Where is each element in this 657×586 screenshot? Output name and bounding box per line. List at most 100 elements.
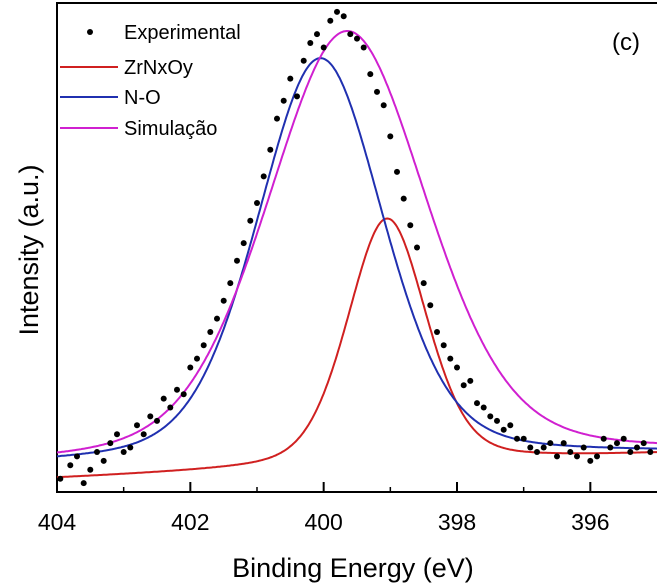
plot-frame [56, 2, 657, 493]
experimental-point [394, 168, 400, 175]
experimental-point [507, 422, 514, 429]
experimental-points-layer [57, 8, 654, 487]
legend: Experimental ZrNxOy N-O Simulação [60, 22, 241, 140]
experimental-point [547, 440, 554, 447]
experimental-point [100, 457, 107, 464]
experimental-point [254, 200, 260, 206]
experimental-point [154, 417, 160, 424]
experimental-point [220, 297, 227, 304]
x-axis: 404 402 400 398 396 [38, 482, 610, 535]
experimental-point [387, 133, 394, 140]
experimental-point [127, 444, 134, 451]
experimental-point [340, 13, 347, 20]
experimental-point [94, 449, 100, 455]
experimental-point [180, 391, 187, 398]
experimental-point [240, 240, 247, 247]
experimental-point [80, 480, 87, 487]
experimental-point [167, 404, 174, 411]
x-tick-label-398: 398 [438, 509, 476, 535]
experimental-point [607, 444, 614, 451]
experimental-point [527, 444, 534, 451]
experimental-point [620, 435, 627, 442]
experimental-point [640, 440, 647, 447]
experimental-point [327, 17, 334, 24]
experimental-point [447, 355, 454, 362]
experimental-point [400, 195, 407, 202]
experimental-point [427, 302, 434, 309]
experimental-point [140, 431, 147, 438]
experimental-point [634, 444, 640, 451]
experimental-point [380, 102, 387, 109]
experimental-point [107, 440, 114, 447]
experimental-point [247, 217, 254, 224]
experimental-point [440, 342, 447, 349]
experimental-point [414, 244, 420, 251]
experimental-point [120, 449, 127, 455]
experimental-point [520, 435, 527, 442]
experimental-point [574, 453, 580, 460]
experimental-point [614, 440, 620, 447]
experimental-point [320, 44, 327, 51]
experimental-point [474, 400, 480, 407]
experimental-point [567, 449, 574, 455]
experimental-point [514, 435, 520, 442]
experimental-point [374, 88, 380, 95]
experimental-point [467, 377, 474, 384]
series-line-zrnxoy [56, 217, 657, 479]
experimental-point [294, 93, 300, 100]
experimental-point [600, 435, 607, 442]
x-tick-label-396: 396 [571, 509, 609, 535]
legend-label-zrnxoy: ZrNxOy [124, 57, 193, 79]
experimental-point [487, 413, 494, 420]
experimental-point [287, 75, 294, 82]
experimental-point [580, 444, 587, 451]
experimental-point [174, 386, 180, 393]
experimental-point [460, 382, 467, 389]
legend-label-experimental: Experimental [124, 22, 241, 44]
series-line-n_o [56, 57, 657, 458]
experimental-point [300, 57, 307, 64]
experimental-point [434, 329, 440, 335]
y-axis-title: Intensity (a.u.) [14, 164, 44, 335]
experimental-point [87, 466, 94, 473]
x-tick-label-400: 400 [304, 509, 342, 535]
x-tick-label-402: 402 [171, 509, 209, 535]
experimental-point [367, 71, 374, 78]
experimental-point [234, 257, 240, 264]
experimental-point [200, 342, 207, 349]
experimental-point [594, 453, 600, 460]
experimental-point [214, 315, 220, 322]
experimental-point [627, 449, 634, 455]
legend-marker-experimental [87, 29, 93, 35]
legend-label-n-o: N-O [124, 87, 161, 109]
experimental-point [347, 31, 354, 38]
experimental-point [274, 115, 280, 122]
experimental-point [160, 395, 167, 402]
x-tick-label-404: 404 [38, 509, 77, 535]
experimental-point [147, 413, 154, 420]
experimental-point [74, 453, 80, 460]
experimental-point [267, 146, 274, 153]
experimental-point [67, 462, 74, 469]
experimental-point [207, 329, 214, 335]
experimental-point [260, 173, 267, 180]
experimental-point [500, 426, 507, 433]
experimental-point [360, 44, 367, 51]
experimental-point [540, 444, 547, 451]
experimental-point [57, 475, 64, 482]
experimental-point [314, 31, 320, 38]
experimental-point [354, 35, 360, 42]
experimental-point [407, 222, 414, 229]
experimental-point [334, 8, 340, 15]
experimental-point [134, 422, 140, 429]
experimental-point [560, 440, 567, 447]
experimental-point [187, 364, 194, 371]
experimental-point [554, 453, 560, 460]
legend-label-simulacao: Simulação [124, 118, 217, 140]
experimental-point [480, 404, 487, 411]
experimental-point [647, 449, 654, 455]
experimental-point [454, 364, 460, 371]
experimental-point [280, 97, 287, 104]
experimental-point [494, 417, 500, 424]
